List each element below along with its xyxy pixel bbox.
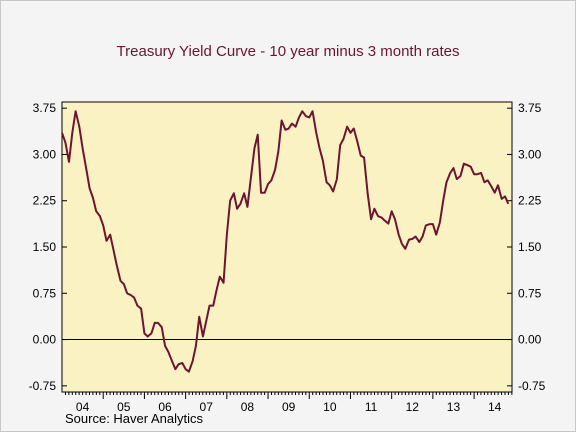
x-tick-label: 12 xyxy=(406,400,420,414)
x-tick-label: 08 xyxy=(241,400,255,414)
x-tick-label: 05 xyxy=(117,400,131,414)
y-tick-label-left: 1.50 xyxy=(33,240,57,254)
y-tick-label-right: 0.00 xyxy=(518,333,542,347)
chart-marks: -0.75 -0.75 0.00 0.00 0.75 0.75 1.50 1.50 2.25 2.… xyxy=(29,101,546,414)
y-tick-label-right: -0.75 xyxy=(518,379,546,393)
series-line xyxy=(61,110,510,373)
chart-source: Source: Haver Analytics xyxy=(65,411,204,426)
y-tick-label-left: 0.00 xyxy=(33,333,57,347)
x-tick-label: 04 xyxy=(76,400,90,414)
chart-title: Treasury Yield Curve - 10 year minus 3 m… xyxy=(117,43,460,60)
x-tick-label: 14 xyxy=(488,400,502,414)
y-tick-label-left: -0.75 xyxy=(29,379,57,393)
x-tick-label: 06 xyxy=(158,400,172,414)
y-tick-label-left: 3.75 xyxy=(33,101,57,115)
plot-area xyxy=(61,101,513,393)
y-tick-label-right: 2.25 xyxy=(518,194,542,208)
y-tick-label-right: 3.00 xyxy=(518,147,542,161)
x-tick-label: 13 xyxy=(447,400,461,414)
y-tick-label-left: 0.75 xyxy=(33,286,57,300)
x-tick-label: 11 xyxy=(365,400,378,414)
y-tick-label-right: 0.75 xyxy=(518,286,542,300)
y-tick-label-left: 2.25 xyxy=(33,194,57,208)
x-tick-label: 09 xyxy=(282,400,296,414)
y-tick-label-right: 1.50 xyxy=(518,240,542,254)
y-tick-label-left: 3.00 xyxy=(33,147,57,161)
x-tick-label: 07 xyxy=(200,400,214,414)
x-tick-label: 10 xyxy=(323,400,337,414)
y-tick-label-right: 3.75 xyxy=(518,101,542,115)
